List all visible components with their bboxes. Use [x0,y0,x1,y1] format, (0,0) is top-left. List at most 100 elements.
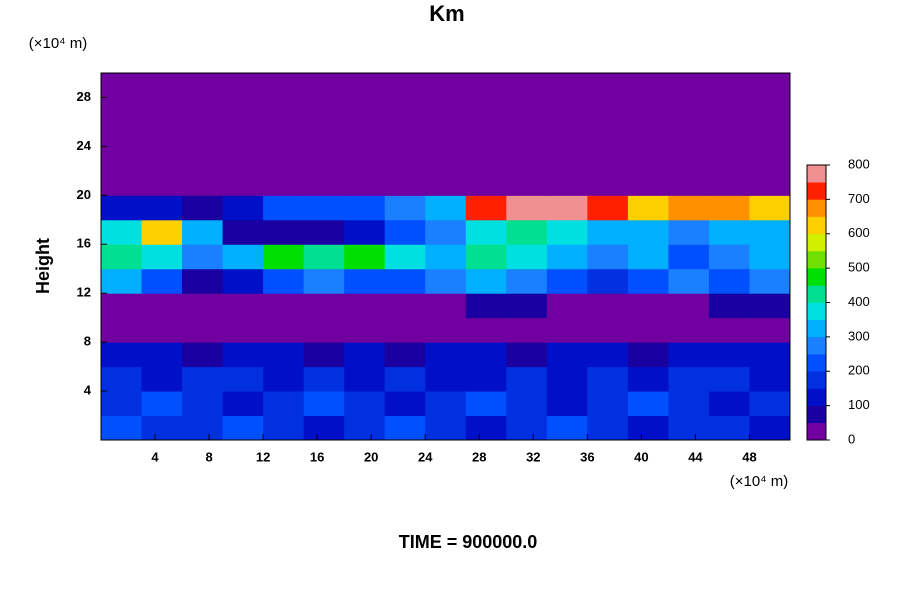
cell [344,317,386,343]
colorbar-swatch [807,388,826,406]
cell [587,342,629,368]
cell [506,268,548,294]
cell [668,170,710,196]
cell [222,146,264,172]
cell [101,391,143,417]
cell [587,317,629,343]
cell [546,121,588,147]
colorbar-swatch [807,302,826,320]
cell [465,121,507,147]
cell [141,97,183,123]
cell [749,121,791,147]
colorbar-swatch [807,165,826,183]
cell [101,268,143,294]
cell [141,293,183,319]
cell [546,293,588,319]
cell [344,97,386,123]
cell [465,317,507,343]
cell [182,146,224,172]
cell [303,293,345,319]
colorbar-tick-label: 500 [848,260,870,275]
cell [263,342,305,368]
cell [222,195,264,221]
colorbar-swatch [807,268,826,286]
cell [465,415,507,441]
cell [465,146,507,172]
cell [344,293,386,319]
cell [263,97,305,123]
colorbar-swatch [807,233,826,252]
cell [344,366,386,392]
cell [749,195,791,221]
cell [303,366,345,392]
cell [141,121,183,147]
cell [708,146,750,172]
cell [303,219,345,245]
cell [506,244,548,270]
cell [101,244,143,270]
colorbar-tick-label: 100 [848,397,870,412]
cell [222,268,264,294]
cell [141,415,183,441]
cell [222,244,264,270]
cell [101,146,143,172]
cell [425,146,467,172]
cell [303,391,345,417]
cell [627,244,669,270]
cell [344,415,386,441]
x-tick-label: 24 [418,449,433,464]
cell [263,366,305,392]
cell [749,170,791,196]
cell [182,293,224,319]
cell [587,244,629,270]
cell [344,342,386,368]
cell [425,170,467,196]
cell [587,146,629,172]
cell [627,97,669,123]
cell [668,219,710,245]
cell [141,146,183,172]
cell [425,317,467,343]
cell [749,219,791,245]
cell [344,195,386,221]
cell [101,415,143,441]
colorbar-swatch [807,182,826,200]
colorbar-tick-label: 400 [848,294,870,309]
cell [627,268,669,294]
cell [668,195,710,221]
cell [384,146,426,172]
cell [668,73,710,98]
cell [384,293,426,319]
x-unit: (×10⁴ m) [730,473,789,490]
cell [344,73,386,98]
cell [708,195,750,221]
x-tick-label: 40 [634,449,648,464]
x-tick-label: 44 [688,449,703,464]
cell [182,415,224,441]
x-tick-label: 4 [151,449,159,464]
cell [506,415,548,441]
cell [587,391,629,417]
cell [303,244,345,270]
cell [668,97,710,123]
cell [222,73,264,98]
cell [587,415,629,441]
cell [425,415,467,441]
colorbar-tick-label: 200 [848,363,870,378]
cell [425,268,467,294]
cell [222,293,264,319]
cell [749,293,791,319]
cell [222,317,264,343]
cell [506,195,548,221]
chart-title: Km [429,1,464,26]
x-tick-label: 20 [364,449,378,464]
cell [141,366,183,392]
cell [587,97,629,123]
cell [465,268,507,294]
cell [303,73,345,98]
cell [708,415,750,441]
cell [384,170,426,196]
cell [263,170,305,196]
cell [101,317,143,343]
cell [506,146,548,172]
